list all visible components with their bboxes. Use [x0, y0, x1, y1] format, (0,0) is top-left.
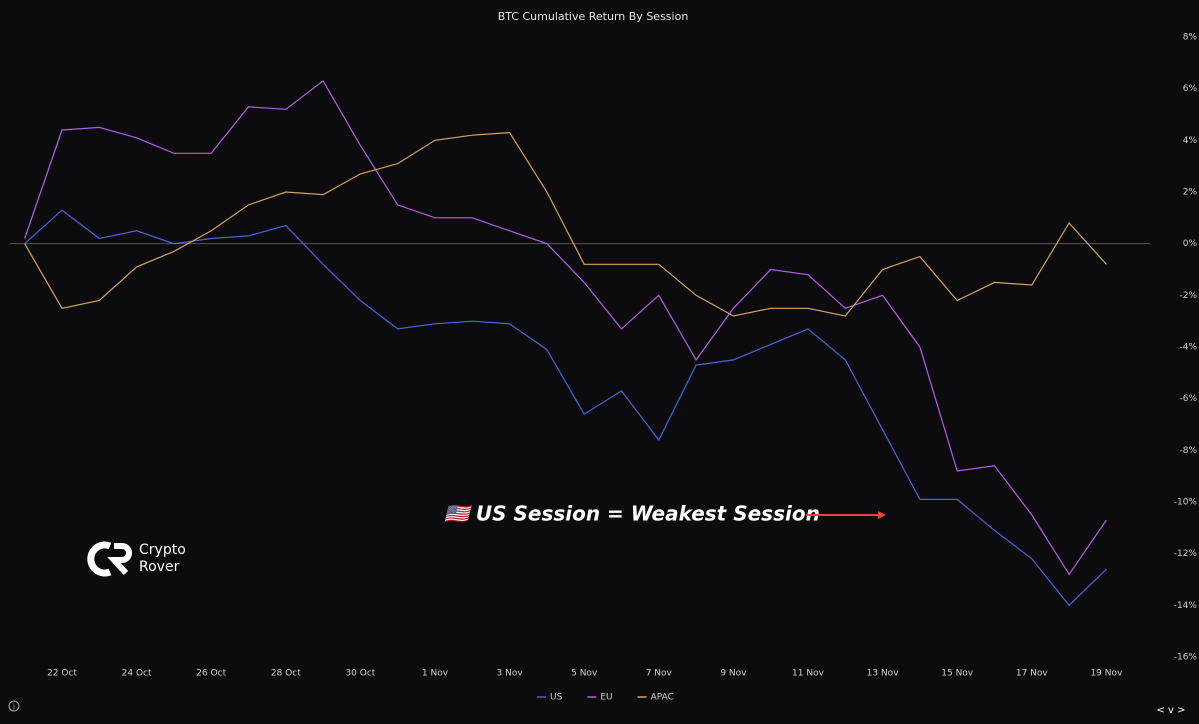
legend-label: EU	[600, 693, 612, 703]
x-tick-label: 11 Nov	[792, 669, 825, 679]
chart-title: BTC Cumulative Return By Session	[498, 10, 689, 23]
x-tick-label: 17 Nov	[1016, 669, 1049, 679]
y-tick-label: -14%	[1174, 601, 1198, 611]
y-tick-label: -6%	[1179, 394, 1197, 404]
x-tick-label: 9 Nov	[720, 669, 747, 679]
x-tick-label: 24 Oct	[122, 669, 152, 679]
annotation: 🇺🇸 US Session = Weakest Session	[443, 502, 820, 526]
series-line	[24, 80, 1107, 576]
logo-text: Crypto	[139, 542, 186, 558]
x-tick-label: 3 Nov	[497, 669, 524, 679]
series-line	[24, 209, 1107, 607]
x-tick-label: 13 Nov	[867, 669, 900, 679]
y-tick-label: -16%	[1174, 653, 1198, 663]
x-tick-label: 26 Oct	[196, 669, 226, 679]
y-tick-label: 6%	[1183, 84, 1198, 94]
x-tick-label: 28 Oct	[271, 669, 301, 679]
y-tick-label: -12%	[1174, 549, 1198, 559]
logo: Crypto Rover	[87, 541, 186, 577]
y-tick-label: -10%	[1174, 498, 1198, 508]
y-tick-label: 2%	[1183, 188, 1198, 198]
y-tick-label: 8%	[1183, 33, 1198, 43]
series-line	[24, 131, 1107, 317]
x-tick-label: 1 Nov	[422, 669, 449, 679]
logo-mark	[87, 541, 112, 577]
logo-text: Rover	[139, 559, 180, 575]
x-tick-label: 7 Nov	[646, 669, 673, 679]
y-tick-label: 4%	[1183, 136, 1198, 146]
x-tick-label: 15 Nov	[941, 669, 974, 679]
annotation-arrowhead	[878, 511, 886, 519]
info-icon[interactable]	[8, 700, 20, 712]
info-icon-glyph[interactable]: i	[13, 703, 15, 712]
logo-mark	[107, 543, 132, 576]
y-tick-label: 0%	[1183, 239, 1198, 249]
legend-label: US	[550, 693, 563, 703]
y-tick-label: -4%	[1179, 343, 1197, 353]
x-tick-label: 5 Nov	[571, 669, 598, 679]
y-tick-label: -2%	[1179, 291, 1197, 301]
x-tick-label: 22 Oct	[47, 669, 77, 679]
y-tick-label: -8%	[1179, 446, 1197, 456]
x-tick-label: 30 Oct	[345, 669, 375, 679]
x-tick-label: 19 Nov	[1090, 669, 1123, 679]
controls[interactable]: < v >	[1156, 705, 1185, 716]
legend-label: APAC	[651, 693, 674, 703]
